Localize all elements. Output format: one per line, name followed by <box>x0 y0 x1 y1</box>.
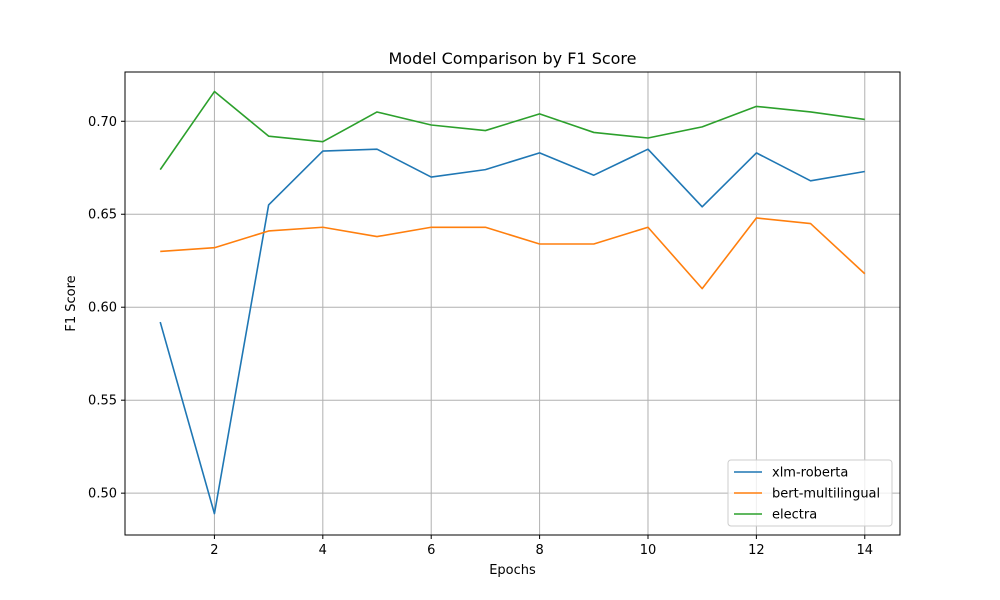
legend: xlm-roberta bert-multilingual electra <box>727 459 893 527</box>
x-tick-label: 8 <box>535 543 543 558</box>
y-axis-ticks: 0.50 0.55 0.60 0.65 0.70 <box>88 115 125 502</box>
x-tick-label: 14 <box>856 543 873 558</box>
y-tick-label: 0.60 <box>88 301 117 316</box>
x-tick-label: 4 <box>319 543 327 558</box>
x-tick-label: 10 <box>640 543 657 558</box>
legend-label: electra <box>772 508 817 523</box>
grid-lines <box>125 72 900 535</box>
y-tick-label: 0.70 <box>88 115 117 130</box>
x-tick-label: 2 <box>210 543 218 558</box>
x-axis-ticks: 2 4 6 8 10 12 14 <box>210 535 873 558</box>
x-tick-label: 12 <box>748 543 765 558</box>
y-tick-label: 0.55 <box>88 394 117 409</box>
x-tick-label: 6 <box>427 543 435 558</box>
legend-box <box>727 459 893 527</box>
x-axis-label: Epochs <box>489 563 536 578</box>
series-line-electra <box>159 90 865 171</box>
chart-title: Model Comparison by F1 Score <box>389 49 637 68</box>
y-axis-label: F1 Score <box>64 275 79 331</box>
y-tick-label: 0.50 <box>88 487 117 502</box>
series-line-bert-multilingual <box>160 217 866 290</box>
y-tick-label: 0.65 <box>88 208 117 223</box>
series-line-xlm-roberta <box>159 148 865 515</box>
series-layer <box>159 90 866 515</box>
plot-area-frame <box>124 71 901 536</box>
legend-label: xlm-roberta <box>772 466 848 481</box>
legend-label: bert-multilingual <box>772 487 880 502</box>
